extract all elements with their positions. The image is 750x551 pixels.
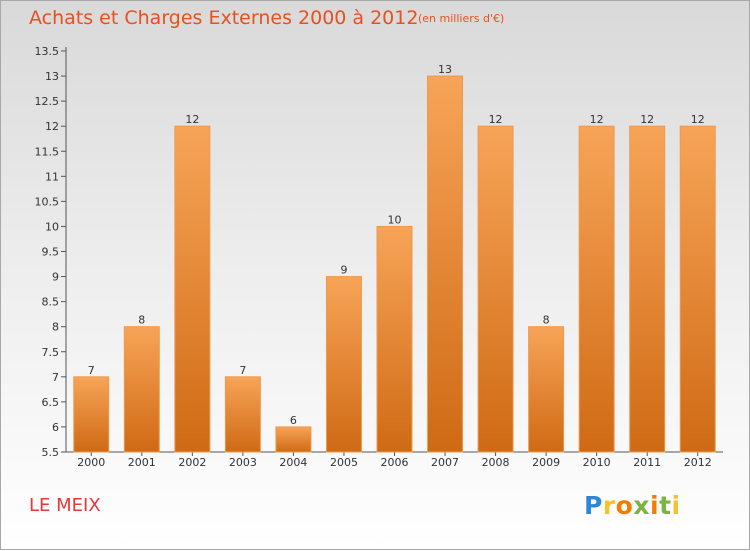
logo-letter: i bbox=[671, 491, 681, 520]
x-tick-label: 2012 bbox=[684, 456, 712, 469]
proxiti-logo: Proxiti bbox=[584, 491, 681, 520]
x-tick-label: 2004 bbox=[279, 456, 307, 469]
bar-2012 bbox=[679, 125, 716, 453]
x-axis: 2000 2001 2002 2003 2004 2005 2006 2007 2008 2009… bbox=[66, 451, 723, 469]
bar-2007 bbox=[427, 75, 464, 453]
x-tick-label: 2002 bbox=[178, 456, 206, 469]
bar-value-label: 12 bbox=[691, 113, 705, 126]
bar-value-label: 10 bbox=[388, 213, 402, 226]
bar-value-label: 7 bbox=[88, 364, 95, 377]
chart-title: Achats et Charges Externes 2000 à 2012 bbox=[29, 7, 419, 29]
bar-value-label: 13 bbox=[438, 63, 452, 76]
bar-value-label: 12 bbox=[640, 113, 654, 126]
x-tick-label: 2009 bbox=[532, 456, 560, 469]
bar-2000 bbox=[73, 376, 110, 453]
y-axis: 5.5 6 6.5 7 7.5 8 8.5 9 9.5 10 10.5 11 11.5 12 12.5 13 1… bbox=[35, 45, 67, 459]
x-tick-label: 2006 bbox=[381, 456, 409, 469]
y-tick-label: 12.5 bbox=[35, 95, 60, 108]
y-tick-label: 8.5 bbox=[42, 296, 60, 309]
y-tick-label: 13 bbox=[45, 70, 59, 83]
bar-2011 bbox=[629, 125, 666, 453]
x-tick-label: 2008 bbox=[482, 456, 510, 469]
logo-letter: o bbox=[615, 491, 634, 520]
y-tick-label: 11.5 bbox=[35, 145, 60, 158]
bar-value-label: 12 bbox=[590, 113, 604, 126]
x-tick-label: 2011 bbox=[633, 456, 661, 469]
bar-2005 bbox=[325, 276, 362, 453]
bar-value-label: 6 bbox=[290, 414, 297, 427]
x-tick-label: 2005 bbox=[330, 456, 358, 469]
x-tick-label: 2003 bbox=[229, 456, 257, 469]
y-tick-label: 9.5 bbox=[42, 246, 60, 259]
x-tick-label: 2010 bbox=[583, 456, 611, 469]
bar-value-label: 7 bbox=[239, 364, 246, 377]
y-tick-label: 8 bbox=[52, 321, 59, 334]
logo-letter: x bbox=[633, 491, 650, 520]
y-tick-label: 9 bbox=[52, 271, 59, 284]
logo-letter: t bbox=[659, 491, 672, 520]
y-tick-label: 10.5 bbox=[35, 195, 60, 208]
y-tick-label: 11 bbox=[45, 170, 59, 183]
y-tick-label: 6.5 bbox=[42, 396, 60, 409]
bar-value-label: 8 bbox=[138, 314, 145, 327]
bar-value-label: 12 bbox=[185, 113, 199, 126]
y-tick-label: 10 bbox=[45, 220, 59, 233]
logo-letter: r bbox=[602, 491, 616, 520]
bars bbox=[73, 75, 716, 453]
bar-2002 bbox=[174, 125, 211, 453]
bar-value-label: 8 bbox=[543, 314, 550, 327]
bar-2008 bbox=[477, 125, 514, 453]
logo-letter: P bbox=[584, 491, 603, 520]
bar-2006 bbox=[376, 225, 413, 453]
bar-2003 bbox=[224, 376, 261, 453]
y-tick-label: 7 bbox=[52, 371, 59, 384]
location-label: LE MEIX bbox=[29, 495, 101, 516]
y-tick-label: 6 bbox=[52, 421, 59, 434]
bar-2009 bbox=[528, 326, 565, 453]
bar-value-label: 12 bbox=[489, 113, 503, 126]
x-tick-label: 2007 bbox=[431, 456, 459, 469]
bar-2004 bbox=[275, 426, 312, 453]
x-tick-label: 2001 bbox=[128, 456, 156, 469]
chart-subtitle: (en milliers d'€) bbox=[418, 12, 505, 25]
bar-value-label: 9 bbox=[340, 264, 347, 277]
y-tick-label: 12 bbox=[45, 120, 59, 133]
bar-labels: 7 8 12 7 6 9 10 13 12 8 12 12 12 bbox=[88, 63, 705, 427]
logo-letter: i bbox=[650, 491, 660, 520]
bar-2001 bbox=[123, 326, 160, 453]
y-tick-label: 5.5 bbox=[42, 446, 60, 459]
y-tick-label: 7.5 bbox=[42, 346, 60, 359]
bar-2010 bbox=[578, 125, 615, 453]
y-tick-label: 13.5 bbox=[35, 45, 60, 58]
x-tick-label: 2000 bbox=[77, 456, 105, 469]
